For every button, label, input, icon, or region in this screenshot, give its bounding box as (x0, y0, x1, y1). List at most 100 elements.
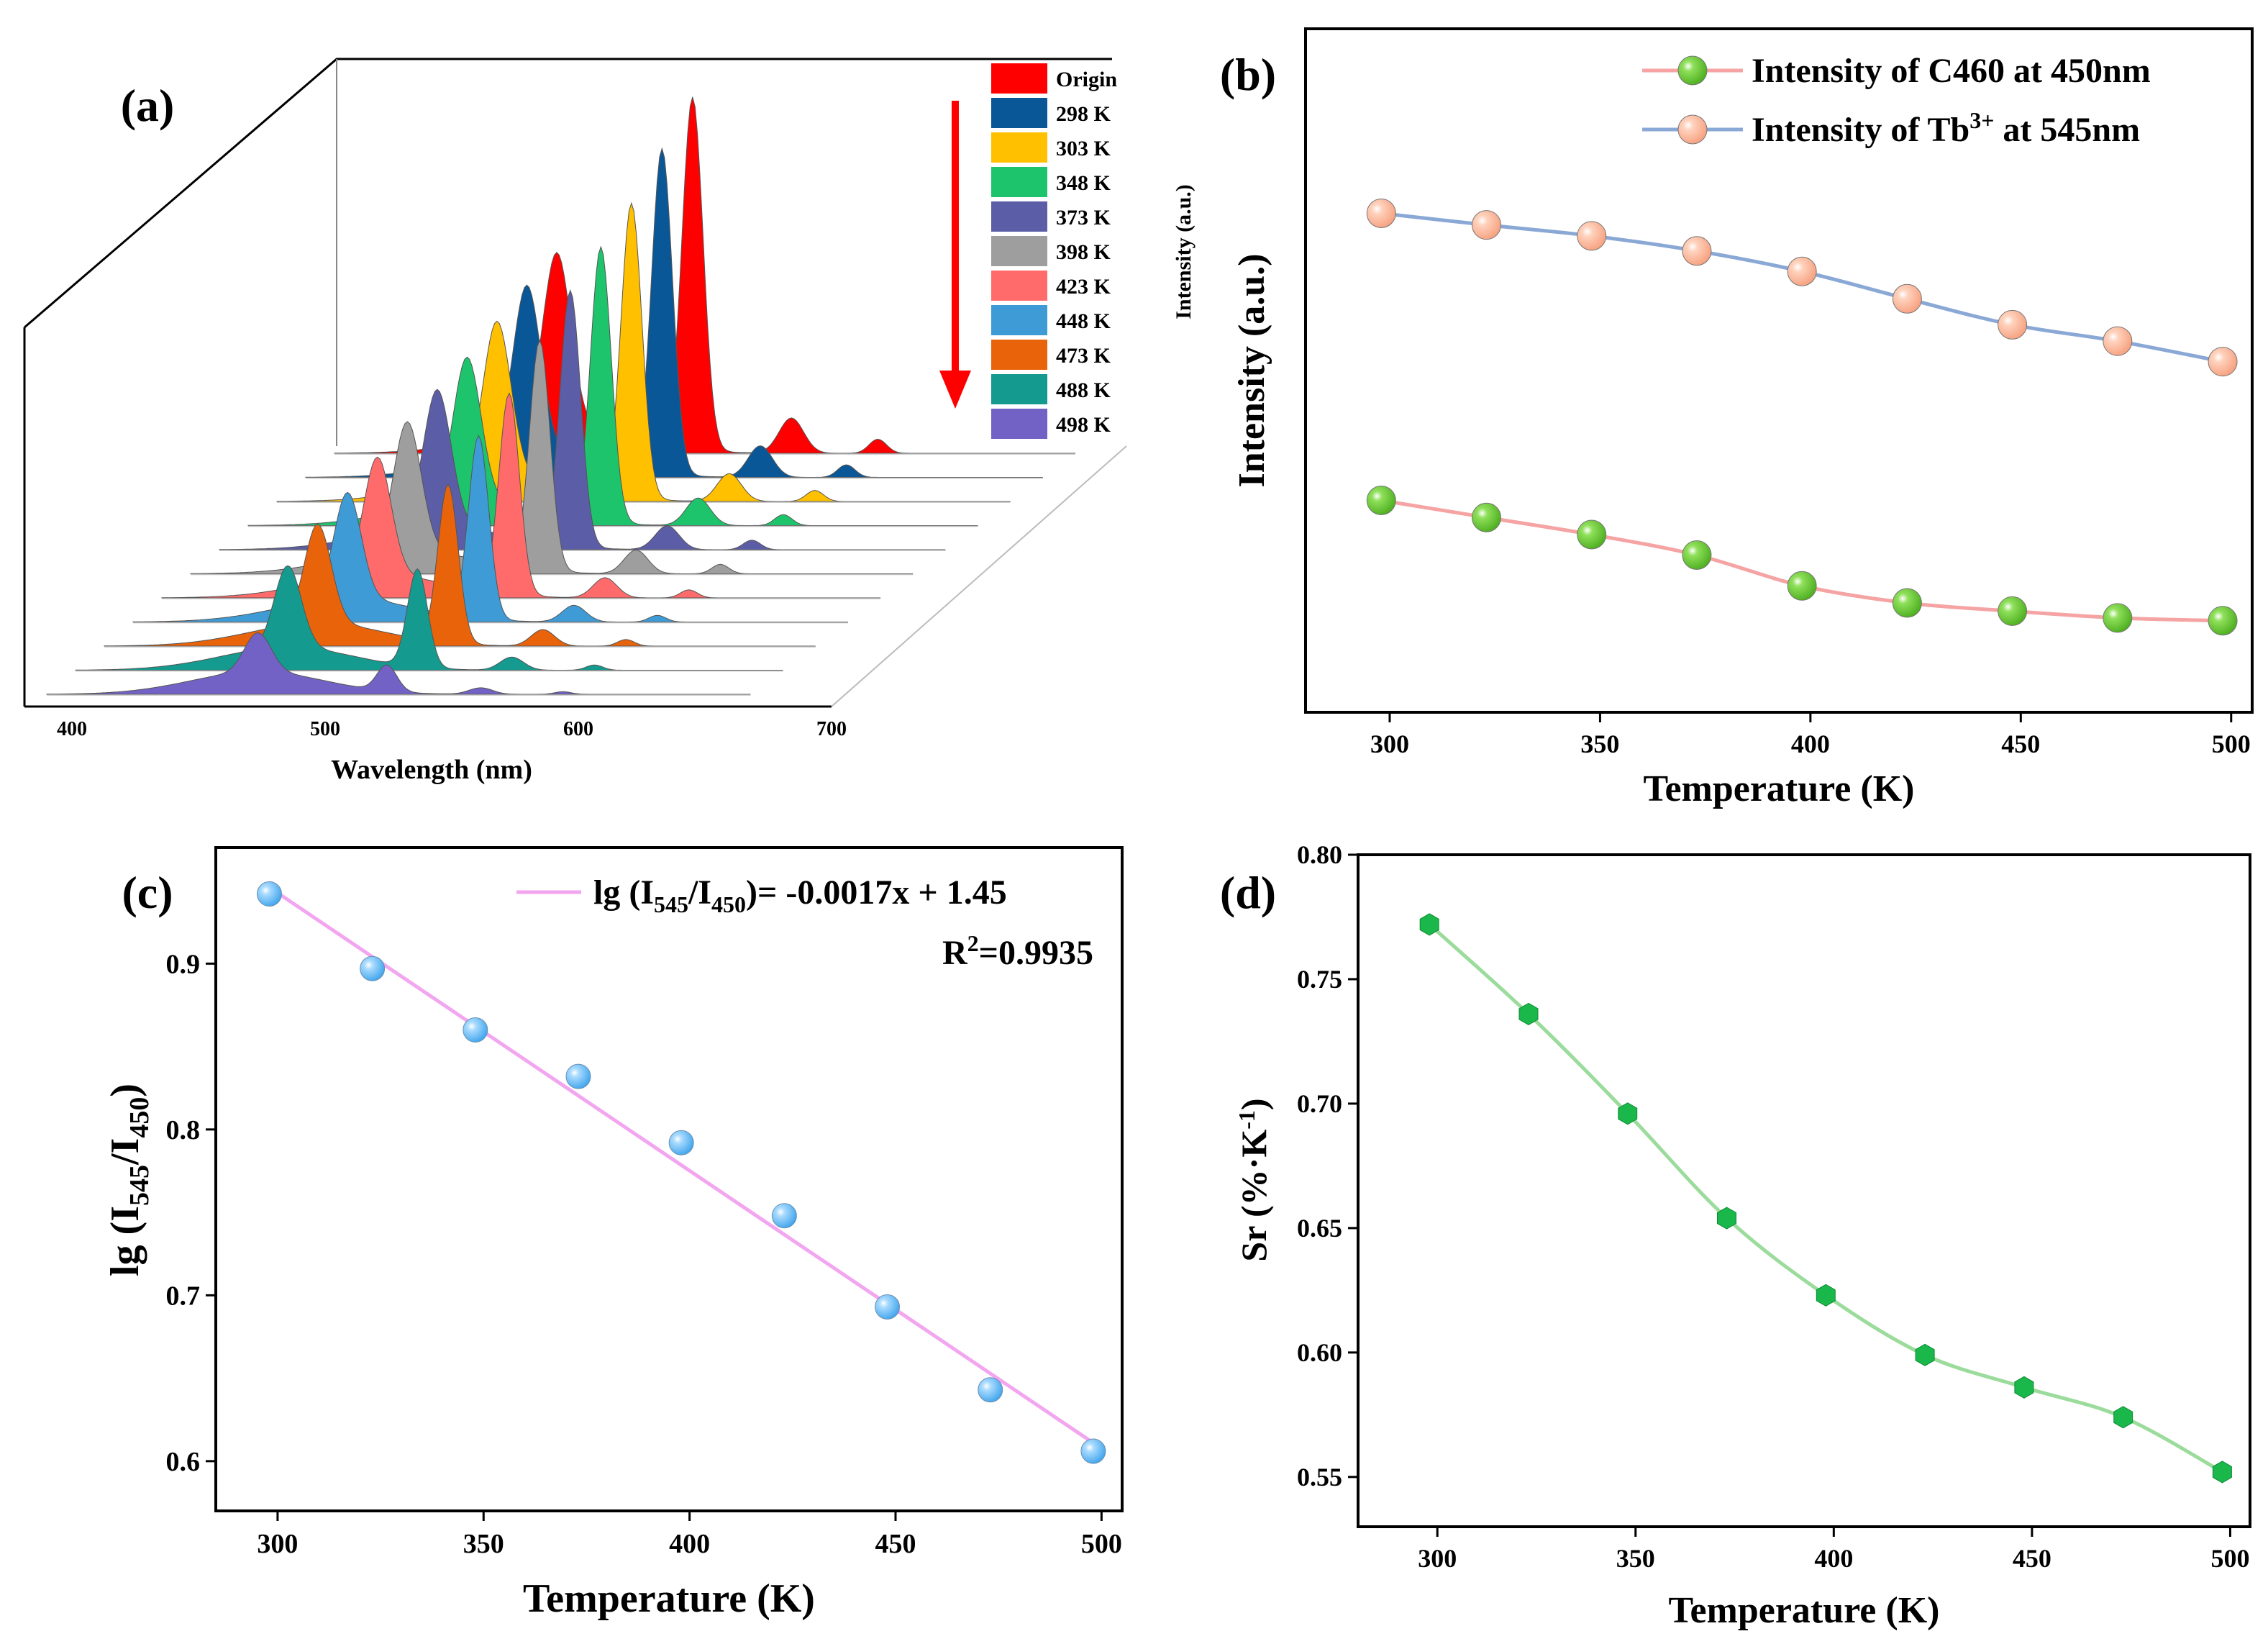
legend-swatch-9 (991, 374, 1047, 404)
legend-label-9: 488 K (1056, 378, 1111, 402)
x-axis-label: Wavelength (nm) (331, 755, 532, 785)
legend-swatch-0 (991, 63, 1047, 94)
data-point-b-0-0 (1366, 486, 1396, 515)
x-tick-label-400: 400 (57, 718, 87, 740)
data-point-b-0-5 (1892, 588, 1922, 618)
data-point-c-1 (360, 955, 386, 981)
legend-marker-b-0 (1677, 55, 1708, 86)
spectrum-473-k (104, 483, 816, 647)
box-floor-right-edge (831, 445, 1127, 707)
spectrum-448-k (132, 435, 848, 622)
legend-swatch-7 (991, 305, 1047, 335)
data-point-d-1 (1518, 1002, 1539, 1025)
data-point-c-6 (875, 1294, 901, 1320)
data-point-b-1-5 (1892, 283, 1922, 314)
panel-label-a: (a) (121, 80, 175, 131)
data-point-d-8 (2212, 1461, 2232, 1484)
fit-line-c (268, 886, 1095, 1445)
legend-marker-b-1 (1677, 114, 1708, 145)
data-point-b-0-4 (1787, 571, 1817, 601)
x-tick-label-d-450: 450 (2013, 1544, 2051, 1573)
legend-label-b-0: Intensity of C460 at 450nm (1752, 52, 2151, 90)
plot-frame-c (214, 846, 1124, 1512)
x-tick-label-b-450: 450 (2001, 730, 2040, 758)
y-axis-label-d: Sr (%·K-1) (1234, 1098, 1274, 1261)
x-tick-label-b-400: 400 (1791, 730, 1830, 758)
legend-swatch-6 (991, 271, 1047, 301)
data-point-b-1-3 (1682, 236, 1712, 266)
data-point-b-1-1 (1472, 210, 1502, 240)
panel-label-c: (c) (122, 867, 173, 918)
x-tick-label-c-350: 350 (463, 1529, 504, 1559)
fit-equation-label: lg (I545/I450)= -0.0017x + 1.45 (593, 873, 1007, 917)
x-axis-label-c: Temperature (K) (523, 1576, 815, 1621)
legend-label-5: 398 K (1056, 240, 1111, 264)
x-tick-label-b-500: 500 (2212, 730, 2251, 758)
x-tick-label-b-300: 300 (1370, 730, 1409, 758)
y-tick-label-c-0.8: 0.8 (166, 1115, 201, 1145)
y-tick-label-d-0.75: 0.75 (1297, 965, 1342, 994)
spectrum-498-k (46, 632, 751, 695)
data-point-d-7 (2113, 1406, 2133, 1429)
r-squared-label: R2=0.9935 (942, 930, 1093, 972)
x-tick-label-c-500: 500 (1081, 1529, 1122, 1559)
x-axis-label-d: Temperature (K) (1669, 1590, 1940, 1631)
x-axis-label-b: Temperature (K) (1644, 768, 1915, 809)
legend-label-4: 373 K (1056, 206, 1111, 230)
spectrum-298-k (305, 147, 1043, 478)
x-tick-label-c-450: 450 (875, 1529, 916, 1559)
legend-swatch-1 (991, 98, 1047, 128)
plot-frame-d (1357, 853, 2251, 1528)
x-tick-label-d-400: 400 (1814, 1544, 1853, 1573)
trend-arrow-head (939, 371, 971, 409)
y-axis-label-c: lg (I545/I450) (103, 1084, 155, 1276)
plot-frame-b (1304, 27, 2254, 714)
series-line-b-1 (1381, 212, 2223, 364)
data-point-b-1-0 (1366, 199, 1396, 228)
legend-label-1: 298 K (1056, 102, 1111, 126)
y-tick-label-c-0.6: 0.6 (166, 1447, 201, 1477)
y-tick-label-d-0.70: 0.70 (1297, 1089, 1342, 1118)
data-point-d-6 (2014, 1376, 2034, 1399)
data-point-c-5 (771, 1203, 797, 1229)
data-point-d-2 (1618, 1102, 1638, 1125)
data-point-c-4 (668, 1130, 694, 1155)
x-tick-label-c-400: 400 (669, 1529, 710, 1559)
spectrum-303-k (276, 201, 1011, 502)
data-point-c-3 (565, 1063, 591, 1089)
y-tick-label-d-0.55: 0.55 (1297, 1463, 1342, 1491)
y-tick-label-c-0.7: 0.7 (166, 1281, 201, 1311)
data-point-b-1-6 (1998, 309, 2028, 340)
panel-b-intensity-vs-temperature: (b) 300 350 400 450 500 Temperature (K) Intensi… (1220, 27, 2254, 809)
panel-d-relative-sensitivity: (d) 300 350 400 450 500 0.55 0.60 0.65 0.70 0.75 0.… (1220, 840, 2251, 1631)
data-point-d-3 (1717, 1207, 1736, 1230)
legend-label-b-1: Intensity of Tb3+ at 545nm (1752, 107, 2140, 149)
x-tick-label-700: 700 (816, 718, 847, 740)
legend-label-8: 473 K (1056, 344, 1111, 368)
data-point-d-4 (1816, 1284, 1836, 1307)
panel-a-waterfall: (a) 400 500 600 700 Wavelength (nm) Intensity … (23, 58, 1196, 785)
legend-label-2: 303 K (1056, 137, 1111, 160)
legend-swatch-8 (991, 340, 1047, 370)
data-point-c-2 (463, 1017, 488, 1043)
legend-label-3: 348 K (1056, 171, 1111, 195)
x-tick-label-600: 600 (563, 718, 593, 740)
data-point-b-0-8 (2208, 606, 2238, 636)
data-point-c-8 (1080, 1438, 1106, 1464)
x-tick-label-500: 500 (310, 718, 340, 740)
legend-swatch-3 (991, 167, 1047, 197)
spectrum-373-k (219, 289, 946, 550)
panel-label-b: (b) (1220, 49, 1276, 100)
x-tick-label-d-300: 300 (1418, 1544, 1457, 1573)
data-point-b-0-2 (1577, 519, 1607, 550)
z-axis-label: Intensity (a.u.) (1172, 184, 1196, 319)
data-point-d-0 (1419, 913, 1439, 936)
panel-c-lg-ratio-fit: (c) 300 350 400 450 500 0.6 0.7 0.8 0.9 Temperatur… (103, 846, 1124, 1621)
series-line-b-0 (1380, 499, 2223, 623)
legend-swatch-4 (991, 201, 1047, 232)
legend-label-10: 498 K (1056, 413, 1111, 437)
data-point-b-0-3 (1682, 540, 1712, 570)
x-tick-label-d-500: 500 (2210, 1544, 2249, 1573)
x-tick-label-c-300: 300 (257, 1529, 298, 1559)
data-point-b-0-1 (1472, 502, 1502, 532)
